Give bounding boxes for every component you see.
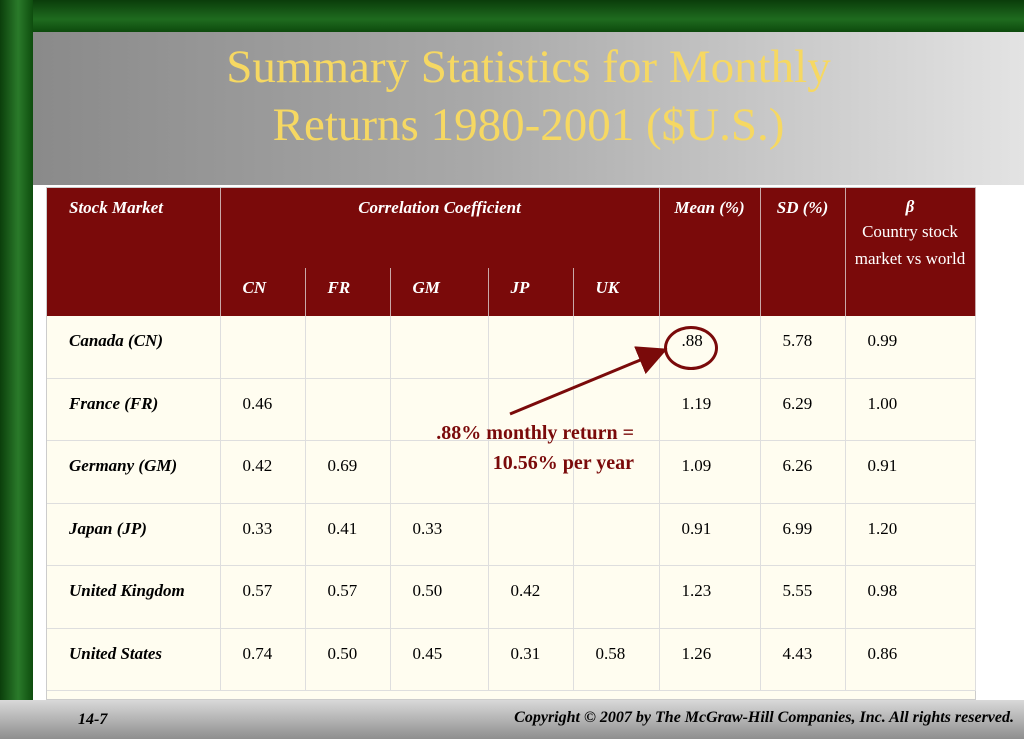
cell-sd: 6.26 [760,440,846,504]
cell-gm [390,316,489,379]
cell-mean: 1.09 [659,440,761,504]
cell-beta: 0.86 [845,628,976,691]
table-row: United Kingdom 0.57 0.57 0.50 0.42 1.23 … [47,565,976,629]
table-row: United States 0.74 0.50 0.45 0.31 0.58 1… [47,628,976,691]
cell-beta: 0.99 [845,316,976,379]
header-fr: FR [305,268,391,316]
table-row: France (FR) 0.46 1.19 6.29 1.00 [47,378,976,441]
slide-title-line2: Returns 1980-2001 ($U.S.) [272,99,785,151]
cell-gm: 0.33 [390,503,489,566]
row-market-name: Germany (GM) [47,440,221,504]
cell-gm: 0.45 [390,628,489,691]
cell-uk [573,316,660,379]
cell-beta: 1.00 [845,378,976,441]
cell-beta: 0.98 [845,565,976,629]
header-mean: Mean (%) [659,188,761,316]
cell-fr: 0.41 [305,503,391,566]
row-market-name: Canada (CN) [47,316,221,379]
cell-cn: 0.33 [220,503,306,566]
cell-uk [573,565,660,629]
title-background [33,32,1024,185]
cell-cn: 0.42 [220,440,306,504]
cell-jp: 0.31 [488,628,574,691]
cell-uk [573,503,660,566]
header-cn: CN [220,268,306,316]
cell-gm [390,378,489,441]
cell-jp: 0.42 [488,565,574,629]
table-row: Germany (GM) 0.42 0.69 1.09 6.26 0.91 [47,440,976,504]
cell-cn: 0.46 [220,378,306,441]
cell-sd: 6.99 [760,503,846,566]
cell-uk: 0.58 [573,628,660,691]
table-row: Japan (JP) 0.33 0.41 0.33 0.91 6.99 1.20 [47,503,976,566]
cell-cn [220,316,306,379]
cell-jp [488,503,574,566]
annotation-text: .88% monthly return = 10.56% per year [372,418,634,478]
cell-fr [305,316,391,379]
copyright-notice: Copyright © 2007 by The McGraw-Hill Comp… [514,709,1014,726]
cell-cn: 0.57 [220,565,306,629]
footer-bar [0,700,1024,739]
row-market-name: Japan (JP) [47,503,221,566]
cell-uk [573,440,660,504]
annotation-line1: .88% monthly return = [436,422,634,444]
slide-number: 14-7 [78,711,108,728]
top-frame-bar [0,0,1024,32]
cell-mean: 0.91 [659,503,761,566]
cell-mean: 1.23 [659,565,761,629]
cell-gm [390,440,489,504]
cell-sd: 4.43 [760,628,846,691]
annotation-line2: 10.56% per year [492,452,634,474]
cell-sd: 5.55 [760,565,846,629]
cell-beta: 0.91 [845,440,976,504]
cell-mean: 1.26 [659,628,761,691]
cell-sd: 6.29 [760,378,846,441]
cell-fr: 0.57 [305,565,391,629]
cell-cn: 0.74 [220,628,306,691]
statistics-table: Stock Market Correlation Coefficient Mea… [47,188,976,691]
cell-jp [488,440,574,504]
cell-sd: 5.78 [760,316,846,379]
header-correlation-coefficient: Correlation Coefficient [220,188,660,268]
cell-fr: 0.69 [305,440,391,504]
cell-fr [305,378,391,441]
slide-title: Summary Statistics for Monthly Returns 1… [33,38,1024,154]
cell-mean: 1.19 [659,378,761,441]
left-frame-bar [0,0,33,739]
highlight-circle [664,326,718,370]
row-market-name: France (FR) [47,378,221,441]
header-jp: JP [488,268,574,316]
statistics-table-container: Stock Market Correlation Coefficient Mea… [46,187,976,700]
row-market-name: United Kingdom [47,565,221,629]
slide-title-line1: Summary Statistics for Monthly [226,41,831,93]
header-stock-market: Stock Market [47,188,221,316]
header-uk: UK [573,268,660,316]
row-market-name: United States [47,628,221,691]
table-row: Canada (CN) .88 5.78 0.99 [47,316,976,379]
header-sd: SD (%) [760,188,846,316]
cell-jp [488,316,574,379]
cell-fr: 0.50 [305,628,391,691]
header-gm: GM [390,268,489,316]
cell-gm: 0.50 [390,565,489,629]
beta-symbol: β [905,197,915,216]
header-beta: β Country stock market vs world [845,188,976,316]
header-beta-label: Country stock market vs world [854,222,966,268]
cell-beta: 1.20 [845,503,976,566]
